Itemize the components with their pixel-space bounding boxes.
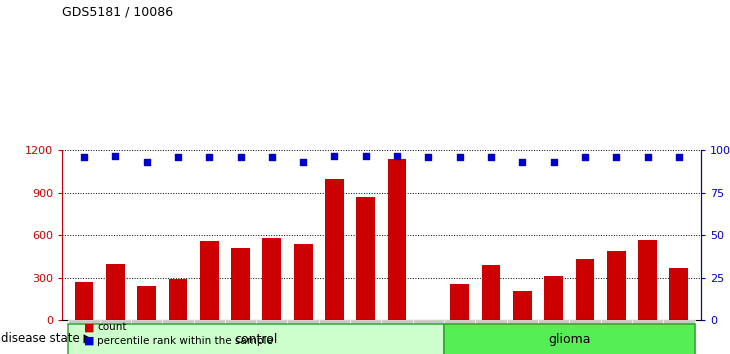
Point [172,154,184,160]
Bar [412,320,444,354]
Bar [263,238,281,320]
Bar [569,320,601,354]
Text: control: control [234,333,278,346]
Point [517,160,529,165]
Text: GSM769923: GSM769923 [174,322,182,354]
Bar [513,291,531,320]
Point [548,160,559,165]
Bar [325,179,344,320]
Bar [319,320,350,354]
Bar [444,324,694,354]
Bar [669,268,688,320]
Text: GSM769931: GSM769931 [424,322,433,354]
Text: GSM769934: GSM769934 [518,322,527,354]
Point [204,154,215,160]
Bar [545,276,563,320]
Text: GSM769930: GSM769930 [393,322,402,354]
Point [423,154,434,160]
Text: ■: ■ [84,322,94,332]
Bar [538,320,569,354]
Point [360,153,372,158]
Point [454,154,466,160]
Point [297,160,309,165]
Text: GDS5181 / 10086: GDS5181 / 10086 [62,5,173,18]
Bar [350,320,381,354]
Bar [131,320,162,354]
Bar [200,241,218,320]
Bar [444,320,475,354]
Bar [169,279,188,320]
Text: GSM769929: GSM769929 [361,322,370,354]
Bar [607,251,626,320]
Point [391,153,403,158]
Bar [388,159,407,320]
Bar [507,320,538,354]
Point [485,154,497,160]
Text: GSM769927: GSM769927 [299,322,307,354]
Bar [664,320,694,354]
Text: GSM769935: GSM769935 [549,322,558,354]
Bar [74,282,93,320]
Point [579,154,591,160]
Text: GSM769939: GSM769939 [675,322,683,354]
Bar [356,197,375,320]
Point [642,154,653,160]
Point [328,153,340,158]
Bar [231,248,250,320]
Text: GSM769938: GSM769938 [643,322,652,354]
Bar [193,320,225,354]
Bar [225,320,256,354]
Text: disease state ▶: disease state ▶ [1,332,92,344]
Text: GSM769925: GSM769925 [236,322,245,354]
Bar [69,324,444,354]
Bar [137,286,156,320]
Point [266,154,277,160]
Point [110,153,121,158]
Text: GSM769936: GSM769936 [580,322,589,354]
Text: GSM769924: GSM769924 [204,322,214,354]
Text: GSM769933: GSM769933 [486,322,496,354]
Bar [638,240,657,320]
Bar [601,320,632,354]
Bar [482,265,500,320]
Text: GSM769932: GSM769932 [456,322,464,354]
Bar [475,320,507,354]
Bar [450,284,469,320]
Text: glioma: glioma [548,333,591,346]
Bar [99,320,131,354]
Point [234,154,246,160]
Bar [575,259,594,320]
Text: GSM769926: GSM769926 [267,322,277,354]
Text: percentile rank within the sample: percentile rank within the sample [97,336,273,346]
Text: count: count [97,322,126,332]
Point [141,160,153,165]
Bar [69,320,99,354]
Point [673,154,685,160]
Bar [382,320,412,354]
Point [610,154,622,160]
Bar [632,320,664,354]
Text: GSM769922: GSM769922 [142,322,151,354]
Bar [256,320,288,354]
Bar [162,320,193,354]
Bar [106,264,125,320]
Text: GSM769928: GSM769928 [330,322,339,354]
Text: GSM769937: GSM769937 [612,322,620,354]
Text: GSM769920: GSM769920 [80,322,88,354]
Text: ■: ■ [84,336,94,346]
Bar [293,244,312,320]
Point [78,154,90,160]
Text: GSM769921: GSM769921 [111,322,120,354]
Bar [288,320,319,354]
